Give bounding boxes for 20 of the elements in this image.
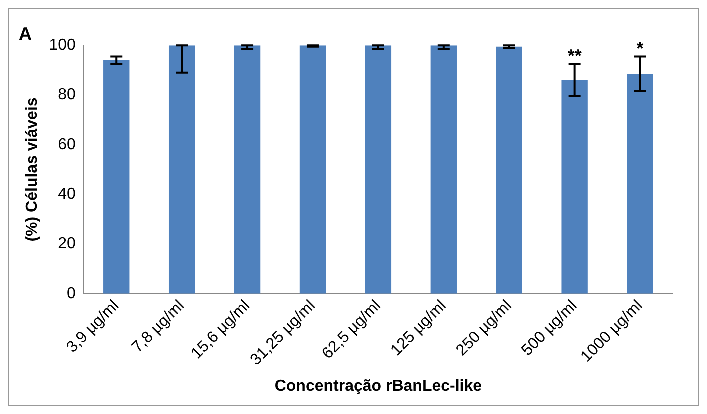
bar bbox=[365, 46, 392, 294]
x-axis-title: Concentração rBanLec-like bbox=[274, 378, 482, 395]
bar bbox=[168, 46, 196, 294]
bar bbox=[627, 74, 654, 294]
bar bbox=[104, 60, 130, 294]
bar bbox=[496, 46, 522, 294]
y-axis-title: (%) Células viáveis bbox=[24, 98, 42, 242]
y-tick-label: 40 bbox=[58, 186, 76, 203]
y-tick-label: 80 bbox=[58, 86, 76, 104]
annotation: * bbox=[636, 38, 644, 59]
bar bbox=[562, 80, 588, 294]
y-tick-label: 20 bbox=[58, 236, 76, 253]
y-tick-label: 60 bbox=[58, 136, 76, 154]
bar bbox=[430, 46, 457, 294]
annotation: ** bbox=[568, 46, 582, 66]
chart-title: A bbox=[19, 24, 32, 44]
bar bbox=[234, 46, 261, 294]
y-tick-label: 0 bbox=[66, 285, 76, 302]
y-tick-label: 100 bbox=[49, 37, 76, 54]
bar bbox=[300, 46, 326, 294]
